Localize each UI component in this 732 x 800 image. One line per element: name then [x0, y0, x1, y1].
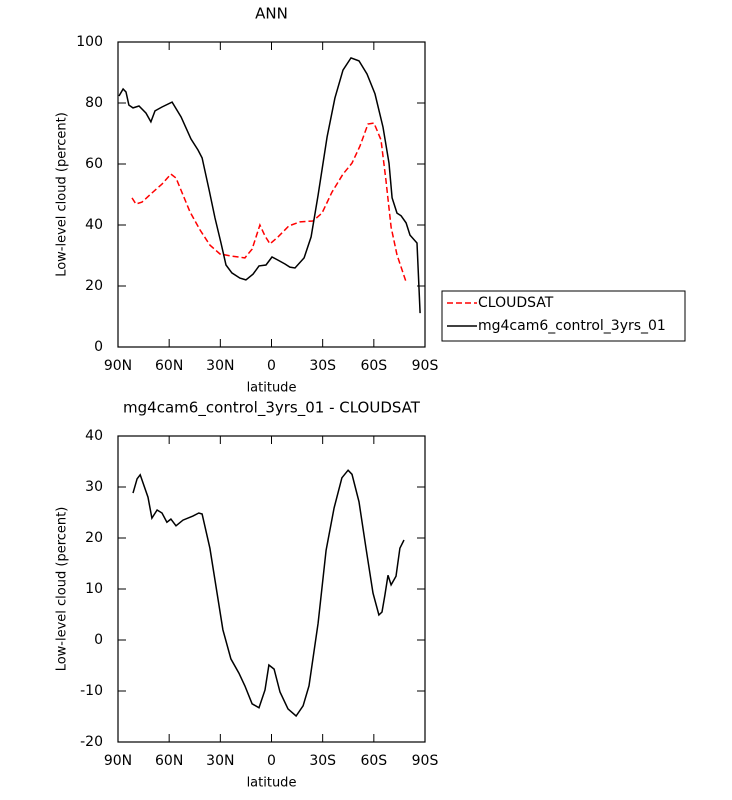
y-tick-label: 100: [76, 34, 103, 50]
x-tick-label: 90N: [104, 753, 132, 769]
y-tick-label: 60: [85, 156, 103, 172]
x-tick-label: 60N: [155, 358, 183, 374]
y-axis-label: Low-level cloud (percent): [55, 112, 70, 277]
x-tick-label: 30S: [309, 358, 336, 374]
x-tick-label: 0: [267, 753, 276, 769]
y-tick-label: -20: [80, 734, 103, 750]
legend-label: CLOUDSAT: [478, 295, 554, 311]
y-axis-label: Low-level cloud (percent): [55, 507, 70, 672]
x-axis-label: latitude: [247, 776, 297, 791]
data-line: [131, 122, 407, 283]
x-tick-label: 90S: [412, 358, 439, 374]
legend-box: [441, 290, 686, 342]
y-tick-label: -10: [80, 683, 103, 699]
x-tick-label: 0: [267, 358, 276, 374]
x-tick-label: 90N: [104, 358, 132, 374]
legend-label: mg4cam6_control_3yrs_01: [478, 318, 666, 334]
y-tick-label: 0: [94, 632, 103, 648]
y-tick-label: 40: [85, 217, 103, 233]
x-tick-label: 30N: [206, 753, 234, 769]
x-tick-label: 60S: [360, 753, 387, 769]
x-tick-label: 30S: [309, 753, 336, 769]
x-tick-label: 90S: [412, 753, 439, 769]
y-tick-label: 0: [94, 339, 103, 355]
plot-frame: [117, 435, 426, 743]
x-axis-label: latitude: [247, 381, 297, 396]
plot-frame: [117, 41, 426, 348]
chart-title: mg4cam6_control_3yrs_01 - CLOUDSAT: [123, 399, 421, 418]
x-tick-label: 60S: [360, 358, 387, 374]
data-line: [118, 56, 421, 314]
y-tick-label: 20: [85, 530, 103, 546]
x-tick-label: 60N: [155, 753, 183, 769]
y-tick-label: 10: [85, 581, 103, 597]
y-tick-label: 20: [85, 278, 103, 294]
y-tick-label: 80: [85, 95, 103, 111]
chart-title: ANN: [255, 5, 288, 23]
x-tick-label: 30N: [206, 358, 234, 374]
y-tick-label: 30: [85, 479, 103, 495]
y-tick-label: 40: [85, 428, 103, 444]
data-line: [132, 469, 405, 718]
